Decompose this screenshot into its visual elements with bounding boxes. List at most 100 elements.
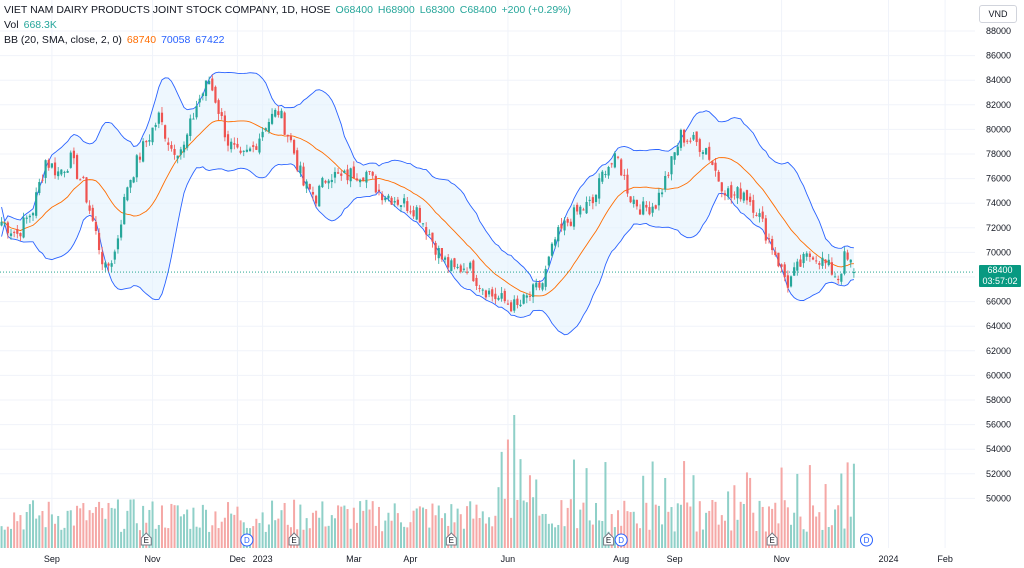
- candle-body: [616, 156, 620, 158]
- candle-body: [837, 278, 840, 281]
- candle-body: [843, 251, 846, 274]
- candle-body: [242, 150, 245, 152]
- candle-body: [594, 194, 598, 203]
- bb-label[interactable]: BB (20, SMA, close, 2, 0): [4, 34, 122, 46]
- x-tick-label: Jun: [501, 554, 516, 564]
- candle-body: [714, 162, 717, 171]
- earnings-marker-icon[interactable]: E: [140, 532, 152, 546]
- volume-bar: [63, 527, 66, 548]
- volume-bar: [689, 506, 692, 548]
- candle-body: [132, 177, 135, 183]
- earnings-marker-icon[interactable]: E: [288, 532, 300, 546]
- volume-bar: [120, 531, 123, 548]
- volume-bar: [742, 503, 745, 548]
- event-marker-label: E: [769, 536, 774, 545]
- volume-bar: [352, 507, 355, 548]
- volume-bar: [456, 508, 459, 548]
- earnings-marker-icon[interactable]: E: [445, 532, 457, 546]
- volume-bar: [802, 529, 805, 548]
- volume-bar: [774, 502, 777, 548]
- volume-bar: [632, 511, 635, 548]
- candle-body: [780, 264, 783, 267]
- candle-body: [532, 284, 535, 298]
- volume-bar: [714, 501, 717, 548]
- volume-bar: [201, 504, 204, 548]
- candle-body: [736, 187, 739, 199]
- candle-body: [160, 112, 164, 123]
- volume-bar: [110, 507, 113, 548]
- volume-label[interactable]: Vol: [4, 19, 19, 31]
- volume-bar: [799, 516, 802, 548]
- bb-lower-line: [1, 163, 855, 336]
- currency-selector[interactable]: VND: [979, 5, 1017, 23]
- candle-body: [381, 193, 384, 201]
- candle-body: [79, 179, 82, 181]
- event-marker-label: E: [606, 536, 611, 545]
- volume-bar: [579, 509, 582, 548]
- candle-body: [818, 263, 821, 265]
- candle-body: [654, 205, 657, 209]
- candle-body: [752, 200, 755, 213]
- candle-body: [434, 242, 437, 255]
- x-tick-label: Mar: [346, 554, 362, 564]
- candle-body: [698, 139, 701, 152]
- candle-body: [428, 234, 431, 236]
- candle-body: [852, 272, 856, 274]
- volume-bar: [299, 504, 302, 548]
- y-tick-label: 72000: [986, 223, 1011, 233]
- candle-body: [717, 171, 720, 182]
- volume-bar: [805, 531, 808, 548]
- volume-bar: [409, 522, 412, 548]
- volume-bar: [255, 518, 258, 548]
- candle-body: [576, 204, 579, 212]
- candle-body: [447, 257, 450, 268]
- volume-bar: [582, 502, 585, 548]
- candle-body: [267, 122, 271, 132]
- candle-body: [226, 134, 230, 146]
- candle-body: [686, 140, 689, 142]
- volume-bar: [214, 511, 217, 548]
- symbol-title[interactable]: VIET NAM DAIRY PRODUCTS JOINT STOCK COMP…: [4, 4, 331, 16]
- dividend-marker-icon[interactable]: D: [859, 533, 873, 547]
- candle-body: [459, 265, 462, 272]
- candle-body: [173, 149, 176, 155]
- candle-body: [57, 171, 60, 177]
- candle-body: [195, 105, 198, 118]
- earnings-marker-icon[interactable]: E: [603, 532, 615, 546]
- volume-bar: [554, 527, 557, 548]
- candle-body: [60, 169, 63, 175]
- volume-bar: [613, 527, 616, 548]
- volume-bar: [720, 515, 723, 548]
- candle-body: [47, 159, 50, 168]
- candle-body: [349, 168, 352, 182]
- volume-bar: [723, 520, 726, 548]
- candle-body: [97, 232, 101, 251]
- y-tick-label: 54000: [986, 444, 1011, 454]
- x-tick-label: Feb: [937, 554, 953, 564]
- volume-bar: [16, 521, 19, 548]
- candle-body: [296, 150, 299, 171]
- dividend-marker-icon[interactable]: D: [240, 533, 254, 547]
- volume-bar: [516, 499, 519, 548]
- volume-bar: [635, 523, 638, 548]
- volume-bar: [642, 475, 645, 548]
- y-tick-label: 52000: [986, 469, 1011, 479]
- candle-body: [827, 259, 830, 266]
- dividend-marker-icon[interactable]: D: [614, 533, 628, 547]
- earnings-marker-icon[interactable]: E: [766, 532, 778, 546]
- candle-body: [245, 149, 248, 152]
- volume-bar: [22, 529, 25, 548]
- x-tick-label: 2023: [253, 554, 273, 564]
- candle-body: [425, 227, 428, 235]
- volume-bar: [38, 515, 41, 548]
- volume-bar: [434, 515, 437, 548]
- volume-bar: [595, 502, 598, 548]
- candle-body: [129, 179, 132, 188]
- volume-bar: [777, 523, 780, 548]
- volume-bar: [730, 530, 733, 548]
- volume-bar: [267, 524, 270, 548]
- volume-bar: [462, 528, 465, 548]
- volume-bar: [780, 467, 783, 548]
- candle-body: [50, 163, 53, 168]
